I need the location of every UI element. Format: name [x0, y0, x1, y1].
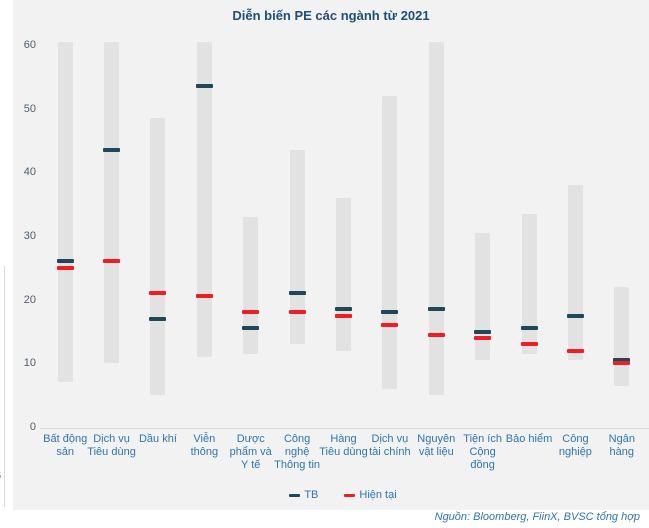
- current-marker: [566, 348, 584, 353]
- category-label: Nguyên vật liệu: [417, 433, 456, 458]
- current-marker: [56, 265, 74, 270]
- pe-range-bar: [382, 95, 398, 389]
- tb-marker: [56, 259, 74, 264]
- tb-marker: [242, 326, 260, 331]
- category-label: Công nghiệp: [558, 433, 592, 458]
- current-marker: [103, 259, 121, 264]
- pe-range-bar: [614, 286, 630, 386]
- current-marker: [520, 342, 538, 347]
- current-dash-icon: [344, 493, 356, 497]
- x-axis-line: [40, 428, 649, 429]
- y-tick-label: 20: [23, 293, 36, 306]
- category-label: Dầu khí: [138, 433, 177, 445]
- tb-marker: [335, 307, 352, 312]
- y-tick-label: 50: [23, 102, 36, 115]
- tb-marker: [288, 291, 306, 296]
- tb-marker: [566, 313, 584, 318]
- pe-range-bar: [243, 216, 259, 354]
- cropped-neighbor-tick-label: 6: [0, 470, 1, 482]
- y-tick-label: 40: [23, 166, 36, 179]
- pe-range-bar: [57, 42, 73, 383]
- y-tick-label: 0: [29, 421, 36, 433]
- category-label: Viễn thông: [190, 433, 219, 458]
- pe-range-bar: [104, 42, 120, 364]
- current-marker: [242, 310, 260, 315]
- y-tick-label: 60: [23, 39, 36, 51]
- current-marker: [195, 294, 213, 299]
- pe-range-bar: [150, 118, 166, 396]
- pe-range-bar: [428, 42, 444, 396]
- source-attribution: Nguồn: Bloomberg, FiinX, BVSC tổng hợp: [434, 511, 640, 523]
- category-label: Tiện ích Cộng đồng: [463, 433, 502, 471]
- category-label: Hàng Tiêu dùng: [319, 433, 368, 458]
- category-label: Bất động sản: [43, 433, 88, 458]
- y-tick-label: 30: [23, 230, 36, 242]
- category-label: Bảo hiểm: [505, 433, 553, 445]
- category-label: Ngân hàng: [608, 433, 635, 458]
- chart-title: Diễn biến PE các ngành từ 2021: [232, 8, 430, 23]
- current-marker: [149, 291, 167, 296]
- current-marker: [381, 323, 399, 328]
- tb-marker: [613, 358, 631, 363]
- category-label: Dược phẩm và Y tế: [229, 433, 272, 471]
- category-label: Dịch vụ Tiêu dùng: [87, 433, 136, 458]
- current-marker: [427, 332, 445, 337]
- current-marker: [335, 313, 352, 318]
- current-marker: [288, 310, 306, 315]
- category-label: Công nghệ Thông tin: [274, 433, 321, 471]
- legend-label-current: Hiện tại: [359, 489, 397, 501]
- current-marker: [613, 361, 631, 366]
- pe-range-bar: [521, 213, 537, 354]
- pe-range-bar: [567, 185, 583, 361]
- tb-dash-icon: [289, 493, 301, 497]
- category-label: Dịch vụ tài chính: [369, 433, 411, 458]
- pe-range-bar: [196, 42, 212, 357]
- tb-marker: [381, 310, 399, 315]
- chart-legend: TB Hiện tại: [13, 489, 649, 501]
- tb-marker: [149, 316, 167, 321]
- legend-item-tb: TB: [289, 489, 318, 501]
- pe-range-bar: [336, 197, 351, 351]
- current-marker: [474, 335, 492, 340]
- tb-marker: [195, 84, 213, 89]
- cropped-neighbor-chart-edge: [4, 266, 5, 507]
- tb-marker: [474, 329, 492, 334]
- pe-range-bar: [475, 232, 491, 361]
- y-tick-label: 10: [23, 357, 36, 370]
- legend-label-tb: TB: [304, 489, 319, 501]
- legend-item-current: Hiện tại: [344, 489, 397, 501]
- tb-marker: [103, 148, 121, 153]
- pe-chart-panel: Diễn biến PE các ngành từ 2021 0 10 20 30 40…: [13, 0, 649, 510]
- pe-range-bar: [289, 150, 305, 345]
- tb-marker: [427, 307, 445, 312]
- tb-marker: [520, 326, 538, 331]
